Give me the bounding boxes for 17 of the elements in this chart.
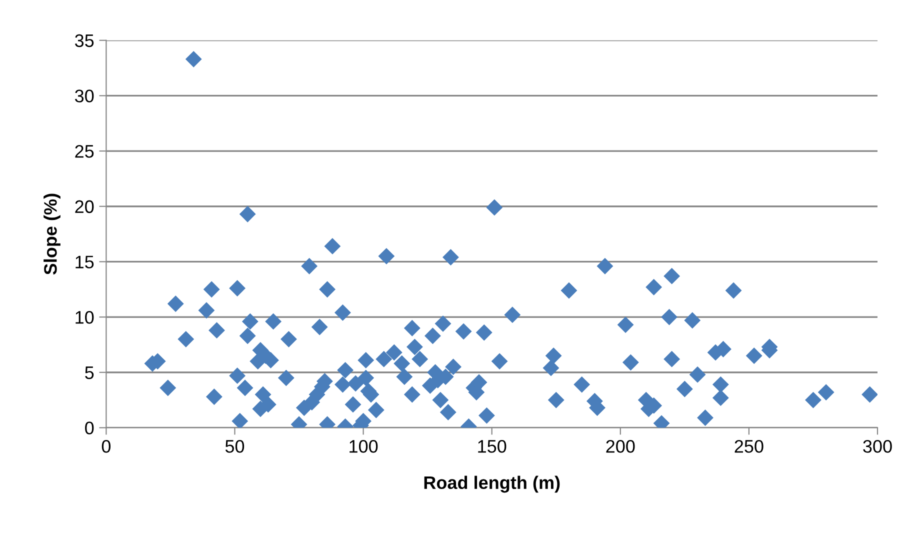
y-tick-label: 15 bbox=[76, 256, 94, 268]
x-axis-title: Road length (m) bbox=[424, 476, 560, 493]
x-tick-label: 150 bbox=[478, 440, 506, 453]
y-tick-label: 25 bbox=[75, 144, 94, 158]
y-tick-label: 30 bbox=[75, 90, 94, 102]
y-tick-label: 5 bbox=[85, 366, 94, 380]
x-tick-label: 300 bbox=[863, 440, 892, 453]
x-tick-label: 100 bbox=[350, 440, 378, 453]
y-axis-title: Slope (%) bbox=[44, 194, 60, 275]
y-tick-label: 0 bbox=[85, 422, 94, 434]
y-tick-label: 35 bbox=[75, 34, 94, 48]
x-tick-label: 200 bbox=[606, 440, 635, 453]
y-tick-label: 10 bbox=[76, 310, 94, 324]
y-tick-label: 20 bbox=[75, 200, 94, 214]
x-tick-label: 250 bbox=[734, 440, 764, 453]
x-tick-label: 0 bbox=[102, 440, 111, 453]
x-tick-label: 50 bbox=[225, 440, 244, 453]
